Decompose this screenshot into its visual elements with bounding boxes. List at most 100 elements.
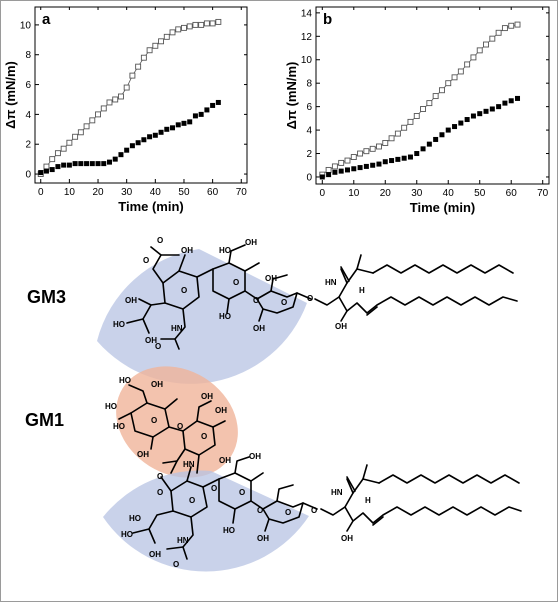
open-square-point [445, 80, 452, 87]
chart-panel-a: 0 10 20 30 40 50 60 70 0 2 4 6 8 10 Time (min) Δπ (mN/m… [3, 6, 248, 214]
gm1-atom: OH [341, 534, 353, 543]
x-tick-label: 20 [380, 188, 392, 199]
gm1-atom: HO [119, 376, 131, 385]
filled-square-point [175, 122, 181, 128]
gm3-atom: HO [113, 320, 125, 329]
filled-square-point [84, 161, 90, 167]
y-tick-label: 12 [301, 32, 313, 43]
y-tick-label: 10 [301, 55, 313, 66]
x-tick-label: 40 [443, 188, 455, 199]
gm1-headgroup-highlight [103, 470, 309, 572]
gm1-atom: OH [151, 380, 163, 389]
open-square-point [489, 35, 496, 42]
gm1-atom: HN [331, 488, 343, 497]
y-tick-label: 2 [306, 149, 312, 160]
gm3-atom: OH [335, 322, 347, 331]
open-square-point [209, 20, 216, 27]
gm1-atom: HO [223, 526, 235, 535]
x-tick-label: 40 [150, 187, 162, 198]
x-axis-label: Time (min) [118, 199, 184, 214]
open-square-point [112, 96, 119, 103]
gm1-atom: O [311, 506, 317, 515]
filled-square-point [55, 164, 61, 170]
open-square-point [508, 22, 515, 29]
filled-square-point [458, 120, 464, 126]
filled-square-point [489, 106, 495, 112]
open-square-point [54, 150, 61, 157]
y-tick-label: 4 [306, 126, 312, 137]
gm1-atom: OH [219, 456, 231, 465]
filled-square-point [433, 136, 439, 142]
gm3-atom: HN [325, 278, 337, 287]
filled-square-point [181, 120, 187, 126]
filled-square-point [326, 172, 332, 178]
x-tick-label: 50 [178, 187, 190, 198]
gm3-atom: O [307, 294, 313, 303]
filled-square-point [508, 98, 514, 104]
gm1-atom: O [173, 560, 179, 569]
y-axis-label: Δπ (mN/m) [3, 61, 18, 129]
open-square-point [43, 163, 50, 170]
gm1-atom: O [257, 506, 263, 515]
gm3-atom: OH [253, 324, 265, 333]
open-square-point [77, 129, 84, 136]
filled-square-point [61, 162, 67, 168]
gm1-atom: O [151, 416, 157, 425]
open-square-point [140, 54, 147, 61]
open-square-point [152, 42, 159, 49]
filled-square-point [395, 156, 401, 162]
filled-square-point [106, 159, 112, 165]
filled-square-point [407, 154, 413, 160]
open-square-point [95, 111, 101, 118]
filled-square-point [215, 99, 221, 105]
gm1-atom: HO [105, 402, 117, 411]
x-tick-label: 70 [537, 188, 549, 199]
open-square-point [203, 20, 210, 27]
open-square-point [388, 135, 395, 142]
open-square-point [129, 72, 136, 79]
gm1-atom: OH [249, 452, 261, 461]
open-square-point [158, 38, 165, 45]
open-square-point [438, 87, 445, 94]
filled-square-point [401, 155, 407, 161]
x-tick-label: 60 [506, 188, 518, 199]
open-square-point [72, 133, 79, 140]
filled-square-point [158, 129, 164, 135]
filled-square-point [38, 170, 44, 176]
open-square-point [476, 47, 483, 54]
y-tick-label: 8 [25, 50, 31, 61]
gm1-atom: O [157, 488, 163, 497]
filled-square-point [198, 111, 204, 117]
open-square-point [514, 21, 521, 28]
filled-square-point [141, 137, 147, 143]
filled-square-point [192, 113, 198, 119]
x-tick-label: 0 [38, 187, 44, 198]
gm3-atom: HO [219, 246, 231, 255]
filled-square-point [357, 165, 363, 171]
open-square-point [401, 124, 408, 131]
filled-square-point [112, 156, 118, 162]
y-tick-label: 6 [306, 102, 312, 113]
gm3-atom: O [157, 236, 163, 245]
x-tick-label: 30 [121, 187, 133, 198]
filled-square-point [319, 174, 325, 180]
filled-square-point [338, 168, 344, 174]
x-tick-label: 60 [207, 187, 219, 198]
x-tick-label: 30 [411, 188, 423, 199]
open-square-point [483, 41, 489, 48]
filled-square-point [210, 102, 216, 108]
x-tick-label: 0 [320, 188, 326, 199]
gm1-atom: HN [177, 536, 189, 545]
filled-square-point [389, 158, 395, 164]
gm3-atom: OH [265, 274, 277, 283]
y-tick-label: 14 [301, 8, 313, 19]
gm1-atom: HN [183, 460, 195, 469]
filled-square-point [43, 168, 49, 174]
open-square-point [117, 93, 124, 100]
chart-panel-b: 0 10 20 30 40 50 60 70 0 2 4 6 8 10 12 14 Time (min) Δπ (… [284, 6, 550, 215]
open-square-point [106, 99, 113, 106]
y-tick-label: 4 [25, 110, 31, 121]
y-tick-label: 0 [306, 172, 312, 183]
open-square-point [169, 29, 176, 36]
